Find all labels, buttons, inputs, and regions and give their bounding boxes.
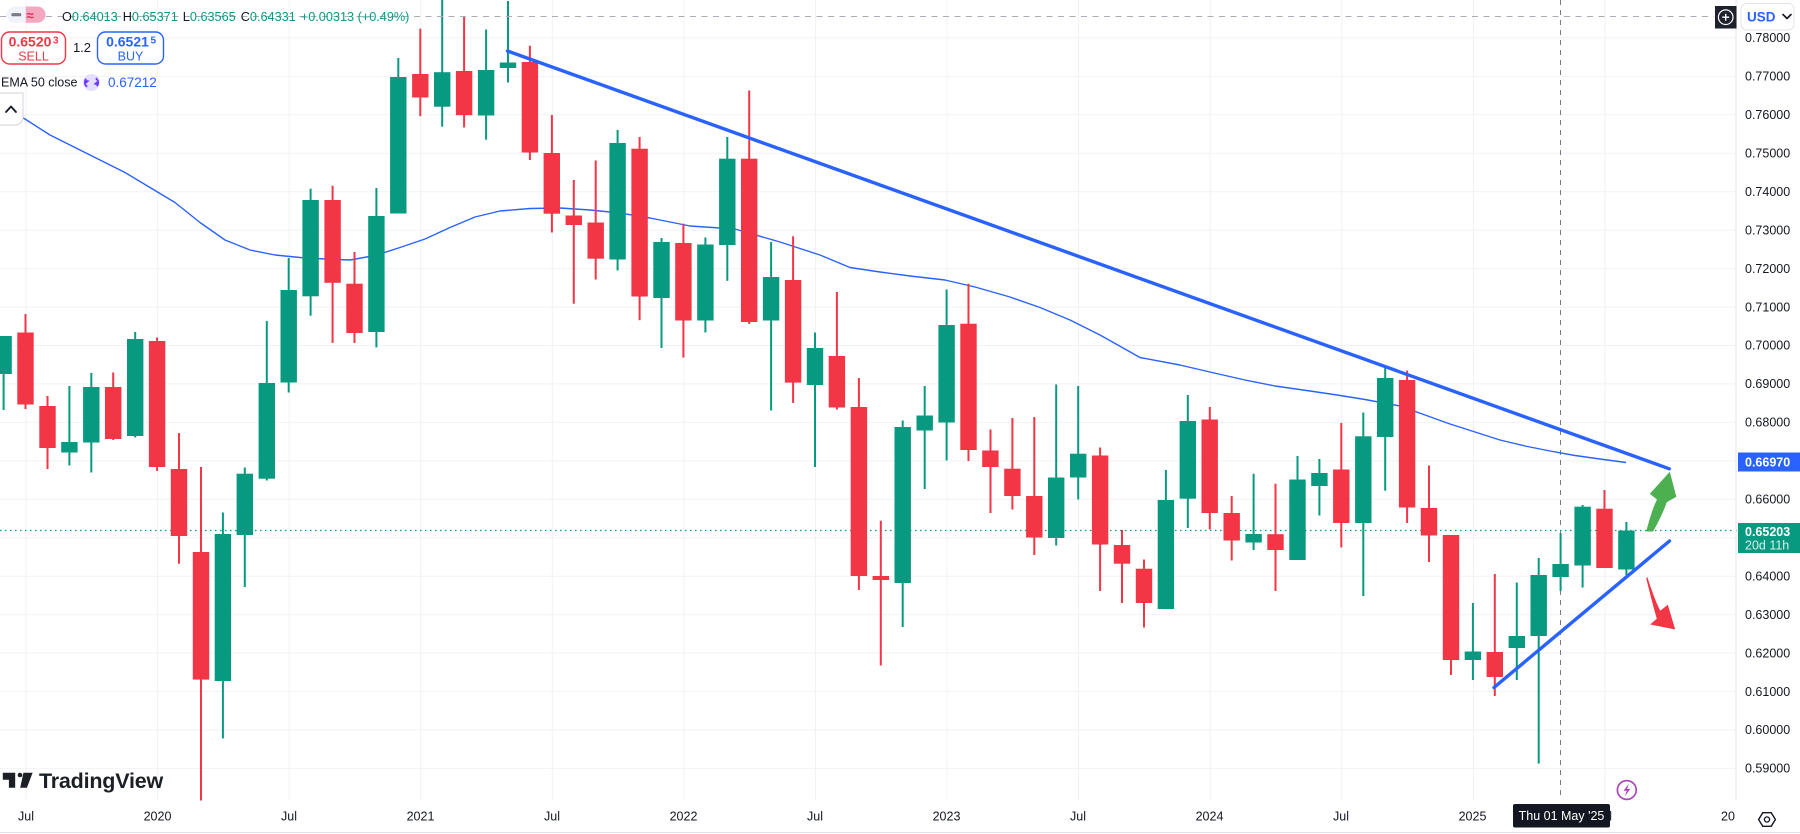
- svg-text:2020: 2020: [144, 810, 172, 824]
- svg-text:0.76000: 0.76000: [1745, 108, 1790, 122]
- svg-text:0.75000: 0.75000: [1745, 147, 1790, 161]
- svg-text:20d 11h: 20d 11h: [1745, 539, 1789, 553]
- svg-text:Jul: Jul: [544, 810, 560, 824]
- svg-text:Jul: Jul: [807, 810, 823, 824]
- svg-text:0.69000: 0.69000: [1745, 377, 1790, 391]
- svg-text:0.62000: 0.62000: [1745, 646, 1790, 660]
- svg-text:0.77000: 0.77000: [1745, 70, 1790, 84]
- svg-text:0.73000: 0.73000: [1745, 223, 1790, 237]
- svg-text:0.59000: 0.59000: [1745, 762, 1790, 776]
- svg-text:0.71000: 0.71000: [1745, 300, 1790, 314]
- svg-text:≈: ≈: [27, 8, 35, 23]
- svg-text:0.66970: 0.66970: [1745, 456, 1790, 470]
- svg-text:0.64000: 0.64000: [1745, 569, 1790, 583]
- svg-text:USD: USD: [1747, 10, 1776, 25]
- svg-text:0.74000: 0.74000: [1745, 185, 1790, 199]
- svg-text:0.78000: 0.78000: [1745, 31, 1790, 45]
- svg-text:0.72000: 0.72000: [1745, 262, 1790, 276]
- svg-text:Jul: Jul: [1070, 810, 1086, 824]
- svg-text:0.60000: 0.60000: [1745, 723, 1790, 737]
- svg-text:3: 3: [53, 36, 59, 47]
- svg-text:2021: 2021: [407, 810, 435, 824]
- svg-text:Thu 01 May '25: Thu 01 May '25: [1519, 809, 1605, 823]
- svg-text:0.63000: 0.63000: [1745, 608, 1790, 622]
- svg-text:5: 5: [151, 36, 157, 47]
- svg-text:2024: 2024: [1196, 810, 1224, 824]
- svg-text:BUY: BUY: [118, 50, 144, 64]
- svg-text:0.66000: 0.66000: [1745, 493, 1790, 507]
- svg-text:SELL: SELL: [18, 50, 49, 64]
- svg-text:EMA 50 close: EMA 50 close: [1, 76, 77, 90]
- svg-text:2023: 2023: [933, 810, 961, 824]
- svg-text:1.2: 1.2: [73, 40, 91, 55]
- svg-text:Jul: Jul: [1333, 810, 1349, 824]
- svg-text:0.67212: 0.67212: [108, 75, 157, 90]
- svg-text:TradingView: TradingView: [39, 769, 164, 793]
- svg-text:20: 20: [1721, 810, 1735, 824]
- svg-text:0.61000: 0.61000: [1745, 685, 1790, 699]
- svg-text:2022: 2022: [670, 810, 698, 824]
- svg-text:0.68000: 0.68000: [1745, 416, 1790, 430]
- svg-text:Jul: Jul: [281, 810, 297, 824]
- svg-text:0.6521: 0.6521: [106, 34, 149, 50]
- svg-text:0.65203: 0.65203: [1745, 525, 1790, 539]
- svg-text:2025: 2025: [1459, 810, 1487, 824]
- svg-text:Jul: Jul: [18, 810, 34, 824]
- svg-text:0.6520: 0.6520: [9, 34, 52, 50]
- svg-text:0.70000: 0.70000: [1745, 339, 1790, 353]
